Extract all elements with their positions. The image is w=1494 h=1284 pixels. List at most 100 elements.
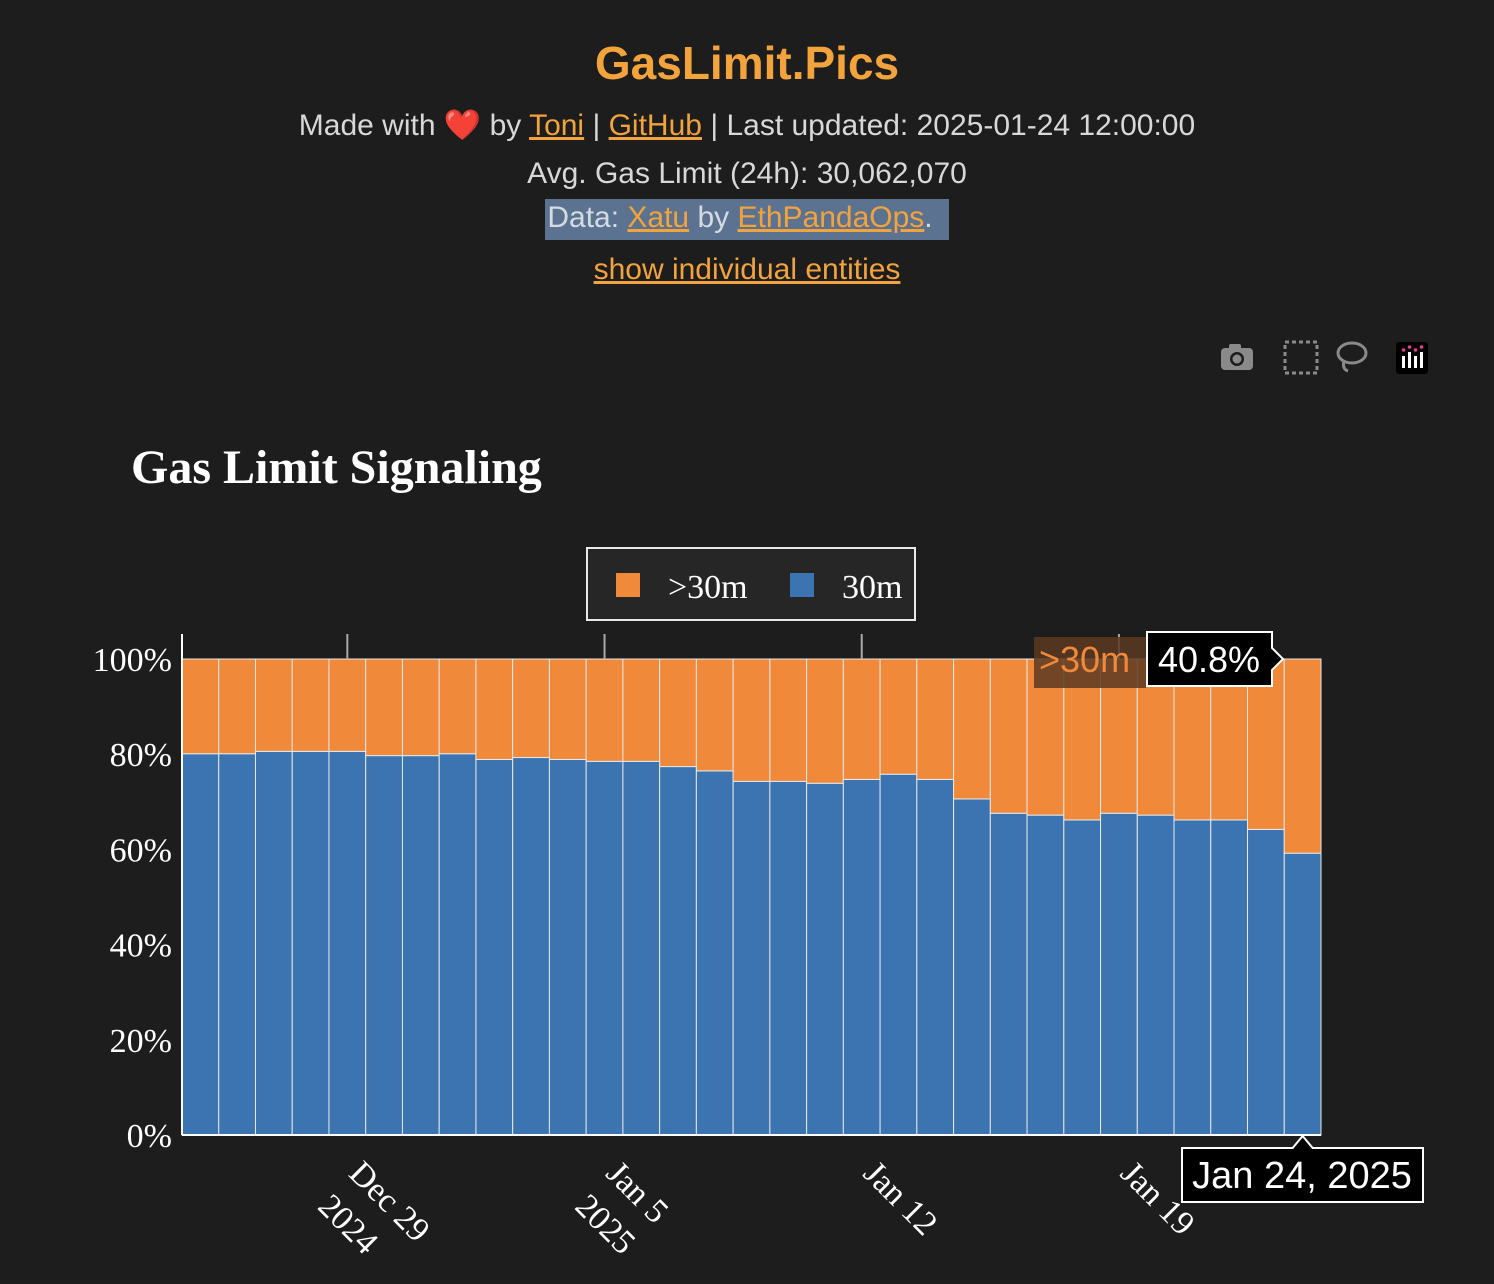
bar-above-30m[interactable] [879, 658, 918, 775]
data-suffix: . [924, 201, 933, 234]
data-source-highlight: Data: Xatu by EthPandaOps. [545, 199, 949, 240]
by-text: by [489, 109, 522, 142]
avg-gas-limit: Avg. Gas Limit (24h): 30,062,070 [527, 157, 967, 190]
bar-above-30m[interactable] [806, 658, 844, 784]
toggle-line: show individual entities [0, 250, 1494, 290]
hover-value-tooltip [1146, 631, 1285, 687]
bar-above-30m[interactable] [622, 658, 661, 762]
y-tick-label: 100% [93, 642, 172, 679]
hover-x-label: Jan 24, 2025 [1192, 1155, 1412, 1197]
github-link[interactable]: GitHub [608, 109, 702, 142]
bar-30m[interactable] [806, 782, 844, 1136]
bar-above-30m[interactable] [512, 658, 550, 759]
bar-above-30m[interactable] [218, 658, 256, 755]
bar-above-30m[interactable] [953, 658, 991, 800]
bar-30m[interactable] [769, 780, 808, 1136]
bar-30m[interactable] [842, 778, 881, 1136]
camera-icon[interactable] [1218, 338, 1258, 378]
made-with-text: Made with [298, 109, 436, 142]
bar-30m[interactable] [695, 770, 734, 1136]
bar-30m[interactable] [916, 778, 955, 1136]
legend-label-above-30m: >30m [668, 569, 748, 606]
data-by-text: by [697, 201, 730, 234]
bar-30m[interactable] [548, 758, 587, 1136]
bar-30m[interactable] [181, 753, 220, 1136]
chart-title: Gas Limit Signaling [131, 441, 542, 494]
bar-above-30m[interactable] [254, 658, 293, 752]
x-tick-label: Jan 12 [856, 1154, 944, 1242]
bar-30m[interactable] [879, 773, 918, 1136]
bar-above-30m[interactable] [401, 658, 440, 757]
bar-30m[interactable] [1100, 812, 1138, 1136]
bar-30m[interactable] [1173, 819, 1212, 1136]
legend-label-30m: 30m [842, 569, 903, 606]
bar-30m[interactable] [512, 757, 550, 1136]
bar-30m[interactable] [659, 766, 697, 1136]
bar-30m[interactable] [732, 780, 771, 1136]
bar-above-30m[interactable] [695, 658, 734, 772]
bar-above-30m[interactable] [181, 658, 220, 755]
data-source-line: Data: Xatu by EthPandaOps. [0, 198, 1494, 240]
bar-30m[interactable] [1063, 819, 1102, 1136]
chart-legend: >30m 30m [586, 547, 916, 621]
y-tick-label: 20% [110, 1023, 172, 1060]
data-prefix: Data: [547, 201, 620, 234]
y-tick-label: 0% [127, 1118, 172, 1155]
bar-30m[interactable] [1247, 828, 1285, 1136]
show-individual-entities-link[interactable]: show individual entities [593, 253, 901, 286]
bar-above-30m[interactable] [328, 658, 367, 752]
xatu-link[interactable]: Xatu [627, 201, 690, 234]
hover-value-label: 40.8% [1158, 639, 1260, 680]
bar-above-30m[interactable] [291, 658, 330, 752]
separator: | [592, 109, 601, 142]
bar-above-30m[interactable] [842, 658, 881, 780]
y-tick-label: 80% [110, 737, 172, 774]
legend-swatch-30m [790, 573, 814, 597]
bar-above-30m[interactable] [475, 658, 514, 760]
bar-above-30m[interactable] [1283, 658, 1322, 854]
bar-above-30m[interactable] [732, 658, 771, 782]
bar-30m[interactable] [1283, 852, 1322, 1136]
bar-30m[interactable] [953, 798, 991, 1136]
bar-30m[interactable] [1210, 819, 1249, 1136]
bar-30m[interactable] [1136, 814, 1175, 1136]
bar-30m[interactable] [401, 755, 440, 1136]
bar-above-30m[interactable] [585, 658, 624, 762]
last-updated: Last updated: 2025-01-24 12:00:00 [726, 109, 1196, 142]
bar-30m[interactable] [291, 750, 330, 1136]
bar-above-30m[interactable] [548, 658, 587, 760]
bar-30m[interactable] [585, 760, 624, 1136]
bar-30m[interactable] [475, 758, 514, 1136]
bar-30m[interactable] [218, 753, 256, 1136]
bar-above-30m[interactable] [769, 658, 808, 782]
y-tick-label: 40% [110, 928, 172, 965]
bar-30m[interactable] [254, 750, 293, 1136]
bar-30m[interactable] [622, 760, 661, 1136]
bar-30m[interactable] [365, 755, 403, 1136]
hover-series-box [1034, 637, 1146, 688]
bar-above-30m[interactable] [438, 658, 477, 755]
chart-modebar [1210, 338, 1440, 378]
bar-above-30m[interactable] [916, 658, 955, 780]
heart-icon: ❤️ [443, 109, 482, 142]
hover-x-tooltip [1181, 1134, 1424, 1203]
hover-series-label: >30m [1039, 639, 1130, 680]
bar-above-30m[interactable] [659, 658, 697, 768]
credits-line: Made with ❤️ by Toni | GitHub | Last upd… [0, 106, 1494, 146]
separator: | [710, 109, 719, 142]
y-tick-label: 60% [110, 832, 172, 869]
plotly-logo-icon[interactable] [1394, 338, 1434, 378]
bar-above-30m[interactable] [365, 658, 403, 757]
bar-30m[interactable] [989, 812, 1028, 1136]
ethpandaops-link[interactable]: EthPandaOps [737, 201, 925, 234]
legend-swatch-above-30m [616, 573, 640, 597]
box-select-icon[interactable] [1282, 338, 1322, 378]
bar-30m[interactable] [328, 750, 367, 1136]
author-link[interactable]: Toni [529, 109, 585, 142]
bar-30m[interactable] [1026, 814, 1065, 1136]
lasso-select-icon[interactable] [1332, 338, 1372, 378]
bar-above-30m[interactable] [989, 658, 1028, 814]
bar-30m[interactable] [438, 753, 477, 1136]
site-title: GasLimit.Pics [594, 37, 900, 89]
